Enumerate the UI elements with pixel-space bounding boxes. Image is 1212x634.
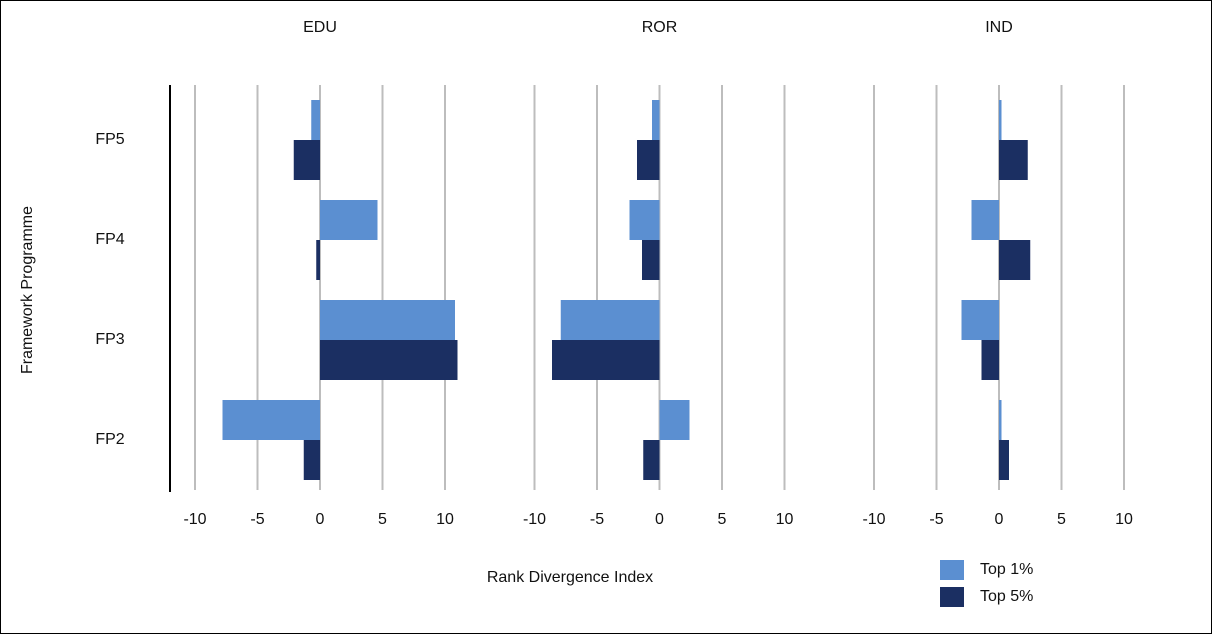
bar bbox=[320, 300, 455, 340]
x-tick-label: 10 bbox=[776, 511, 794, 528]
bar bbox=[552, 340, 660, 380]
y-tick-label: FP4 bbox=[95, 231, 124, 248]
x-tick-label: 5 bbox=[1057, 511, 1066, 528]
y-axis-label: Framework Programme bbox=[19, 206, 36, 374]
legend-swatch bbox=[940, 560, 964, 580]
x-tick-label: 5 bbox=[718, 511, 727, 528]
bar bbox=[999, 100, 1002, 140]
bar bbox=[320, 200, 378, 240]
x-tick-label: 10 bbox=[436, 511, 454, 528]
bar bbox=[999, 440, 1009, 480]
legend-label: Top 5% bbox=[980, 588, 1033, 605]
bar bbox=[971, 200, 999, 240]
x-tick-label: -5 bbox=[590, 511, 604, 528]
bar bbox=[981, 340, 999, 380]
bar bbox=[999, 400, 1002, 440]
x-tick-label: -5 bbox=[929, 511, 943, 528]
x-tick-label: 5 bbox=[378, 511, 387, 528]
legend-label: Top 1% bbox=[980, 561, 1033, 578]
bar bbox=[642, 240, 660, 280]
x-tick-label: 0 bbox=[995, 511, 1004, 528]
x-tick-label: 10 bbox=[1115, 511, 1133, 528]
x-tick-label: -10 bbox=[862, 511, 885, 528]
x-tick-label: -10 bbox=[183, 511, 206, 528]
bar bbox=[643, 440, 660, 480]
y-tick-label: FP3 bbox=[95, 331, 124, 348]
x-tick-label: 0 bbox=[655, 511, 664, 528]
bar bbox=[999, 240, 1031, 280]
y-tick-label: FP5 bbox=[95, 131, 124, 148]
bar bbox=[629, 200, 660, 240]
bar bbox=[293, 140, 320, 180]
bar bbox=[560, 300, 660, 340]
bar bbox=[999, 140, 1028, 180]
bar bbox=[303, 440, 320, 480]
y-tick-label: FP2 bbox=[95, 431, 124, 448]
bar bbox=[659, 400, 690, 440]
x-tick-label: -10 bbox=[523, 511, 546, 528]
bar bbox=[316, 240, 320, 280]
panel-title: IND bbox=[985, 19, 1013, 36]
legend-swatch bbox=[940, 587, 964, 607]
x-axis-label: Rank Divergence Index bbox=[487, 569, 653, 586]
bar bbox=[652, 100, 660, 140]
bar bbox=[311, 100, 320, 140]
x-tick-label: -5 bbox=[250, 511, 264, 528]
bar bbox=[320, 340, 458, 380]
bar bbox=[637, 140, 660, 180]
bar bbox=[961, 300, 999, 340]
bar bbox=[222, 400, 320, 440]
x-tick-label: 0 bbox=[316, 511, 325, 528]
panel-title: ROR bbox=[642, 19, 678, 36]
panel-title: EDU bbox=[303, 19, 337, 36]
